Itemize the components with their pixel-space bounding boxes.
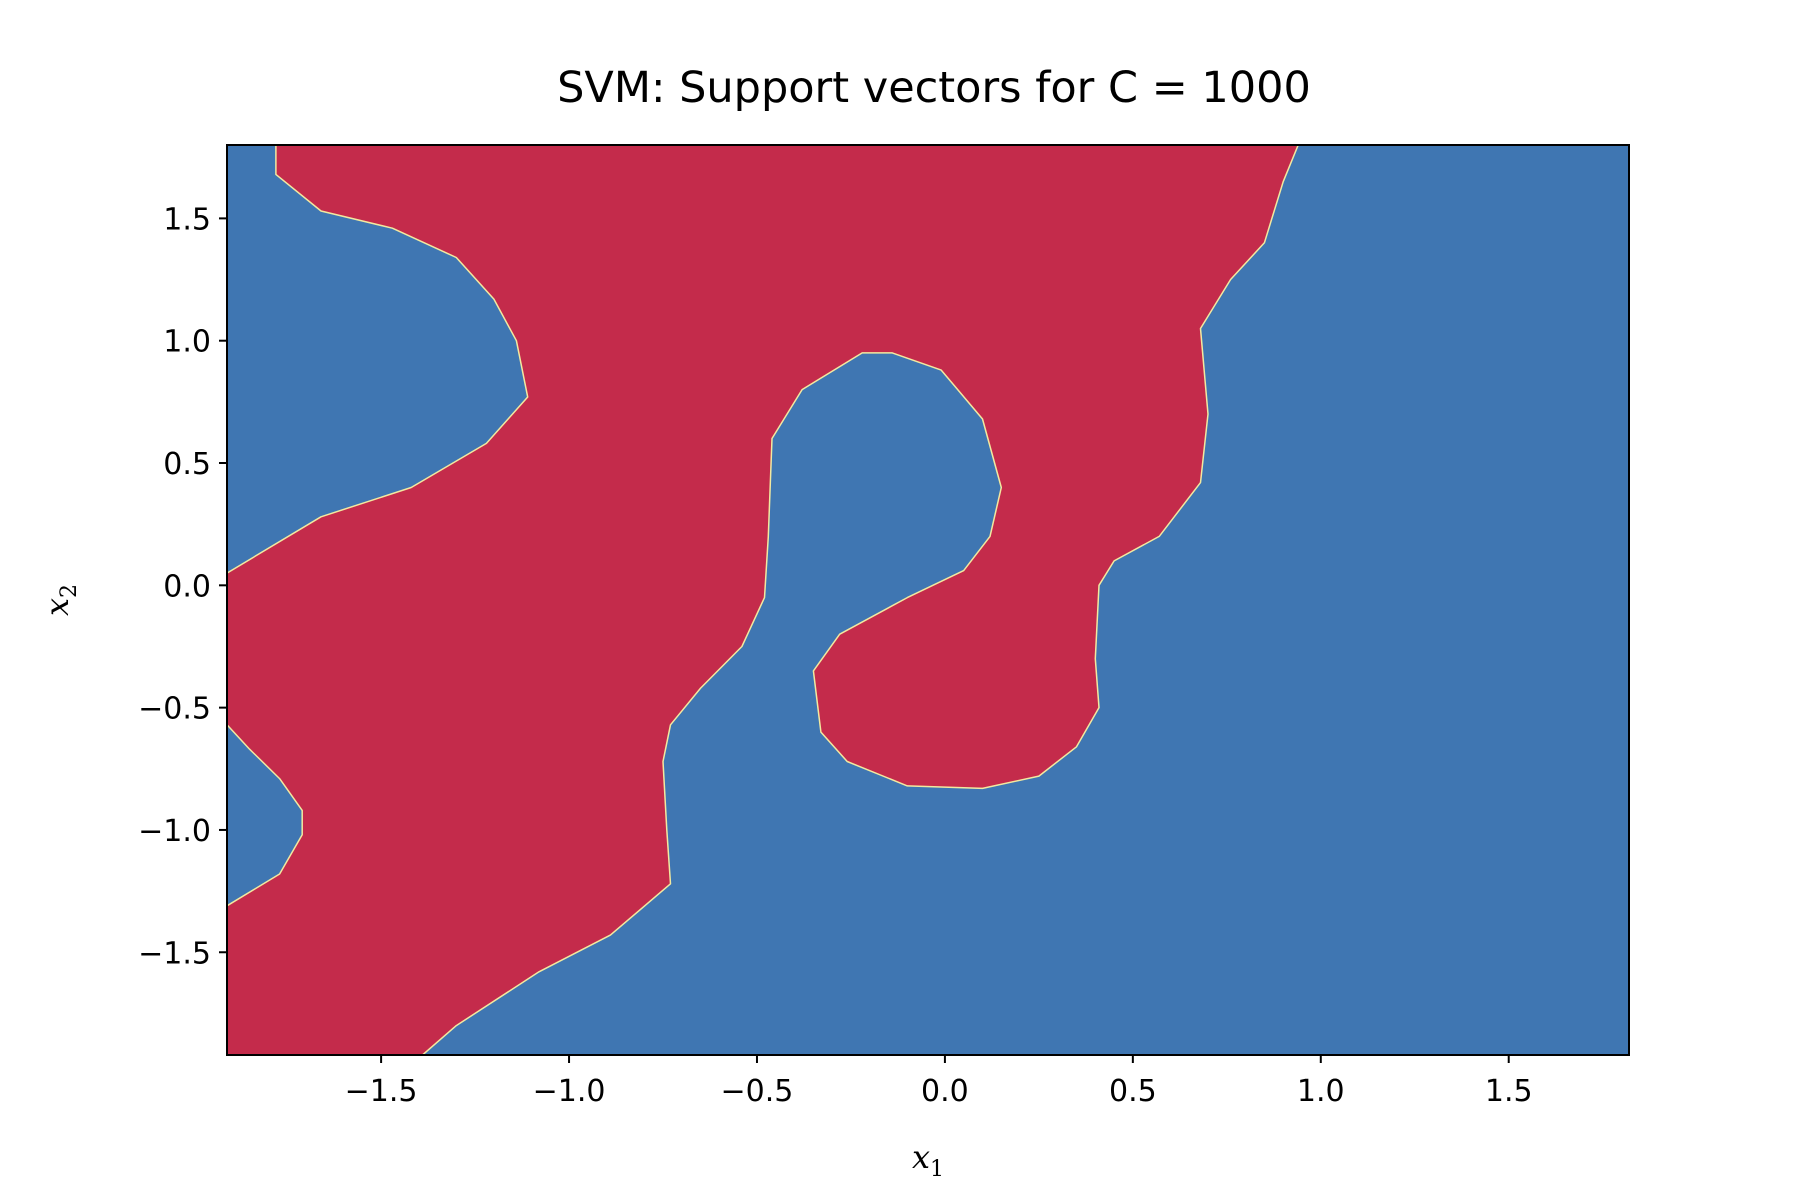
x-tick-label: 0.0 xyxy=(921,1074,969,1109)
y-axis-label: x2 xyxy=(38,584,82,616)
y-tick-label: 1.0 xyxy=(163,325,211,360)
plot-frame xyxy=(226,144,1630,1056)
x-tick-label: −1.0 xyxy=(533,1074,606,1109)
y-tick-label: −0.5 xyxy=(138,692,211,727)
x-tick-label: 1.0 xyxy=(1297,1074,1345,1109)
x-tick-label: −1.5 xyxy=(345,1074,418,1109)
y-tick-label: 0.0 xyxy=(163,569,211,604)
x-axis-label: x1 xyxy=(912,1138,944,1182)
x-tick-label: 0.5 xyxy=(1109,1074,1157,1109)
y-axis-label-subscript: 2 xyxy=(57,584,82,598)
y-axis-label-main: x xyxy=(38,598,76,616)
y-tick-label: −1.0 xyxy=(138,814,211,849)
y-tick-label: 0.5 xyxy=(163,447,211,482)
x-axis-label-main: x xyxy=(912,1138,930,1176)
positive-class-region xyxy=(227,145,1299,1055)
y-axis: −1.5 −1.0 −0.5 0.0 0.5 1.0 1.5 xyxy=(138,202,227,971)
x-tick-label: −0.5 xyxy=(721,1074,794,1109)
y-tick-label: −1.5 xyxy=(138,936,211,971)
y-tick-label: 1.5 xyxy=(163,202,211,237)
plot-area xyxy=(226,144,1630,1056)
x-tick-label: 1.5 xyxy=(1485,1074,1533,1109)
x-axis-label-subscript: 1 xyxy=(930,1157,944,1182)
chart-title: SVM: Support vectors for C = 1000 xyxy=(557,63,1311,113)
x-axis: −1.5 −1.0 −0.5 0.0 0.5 1.0 1.5 xyxy=(345,1055,1533,1109)
